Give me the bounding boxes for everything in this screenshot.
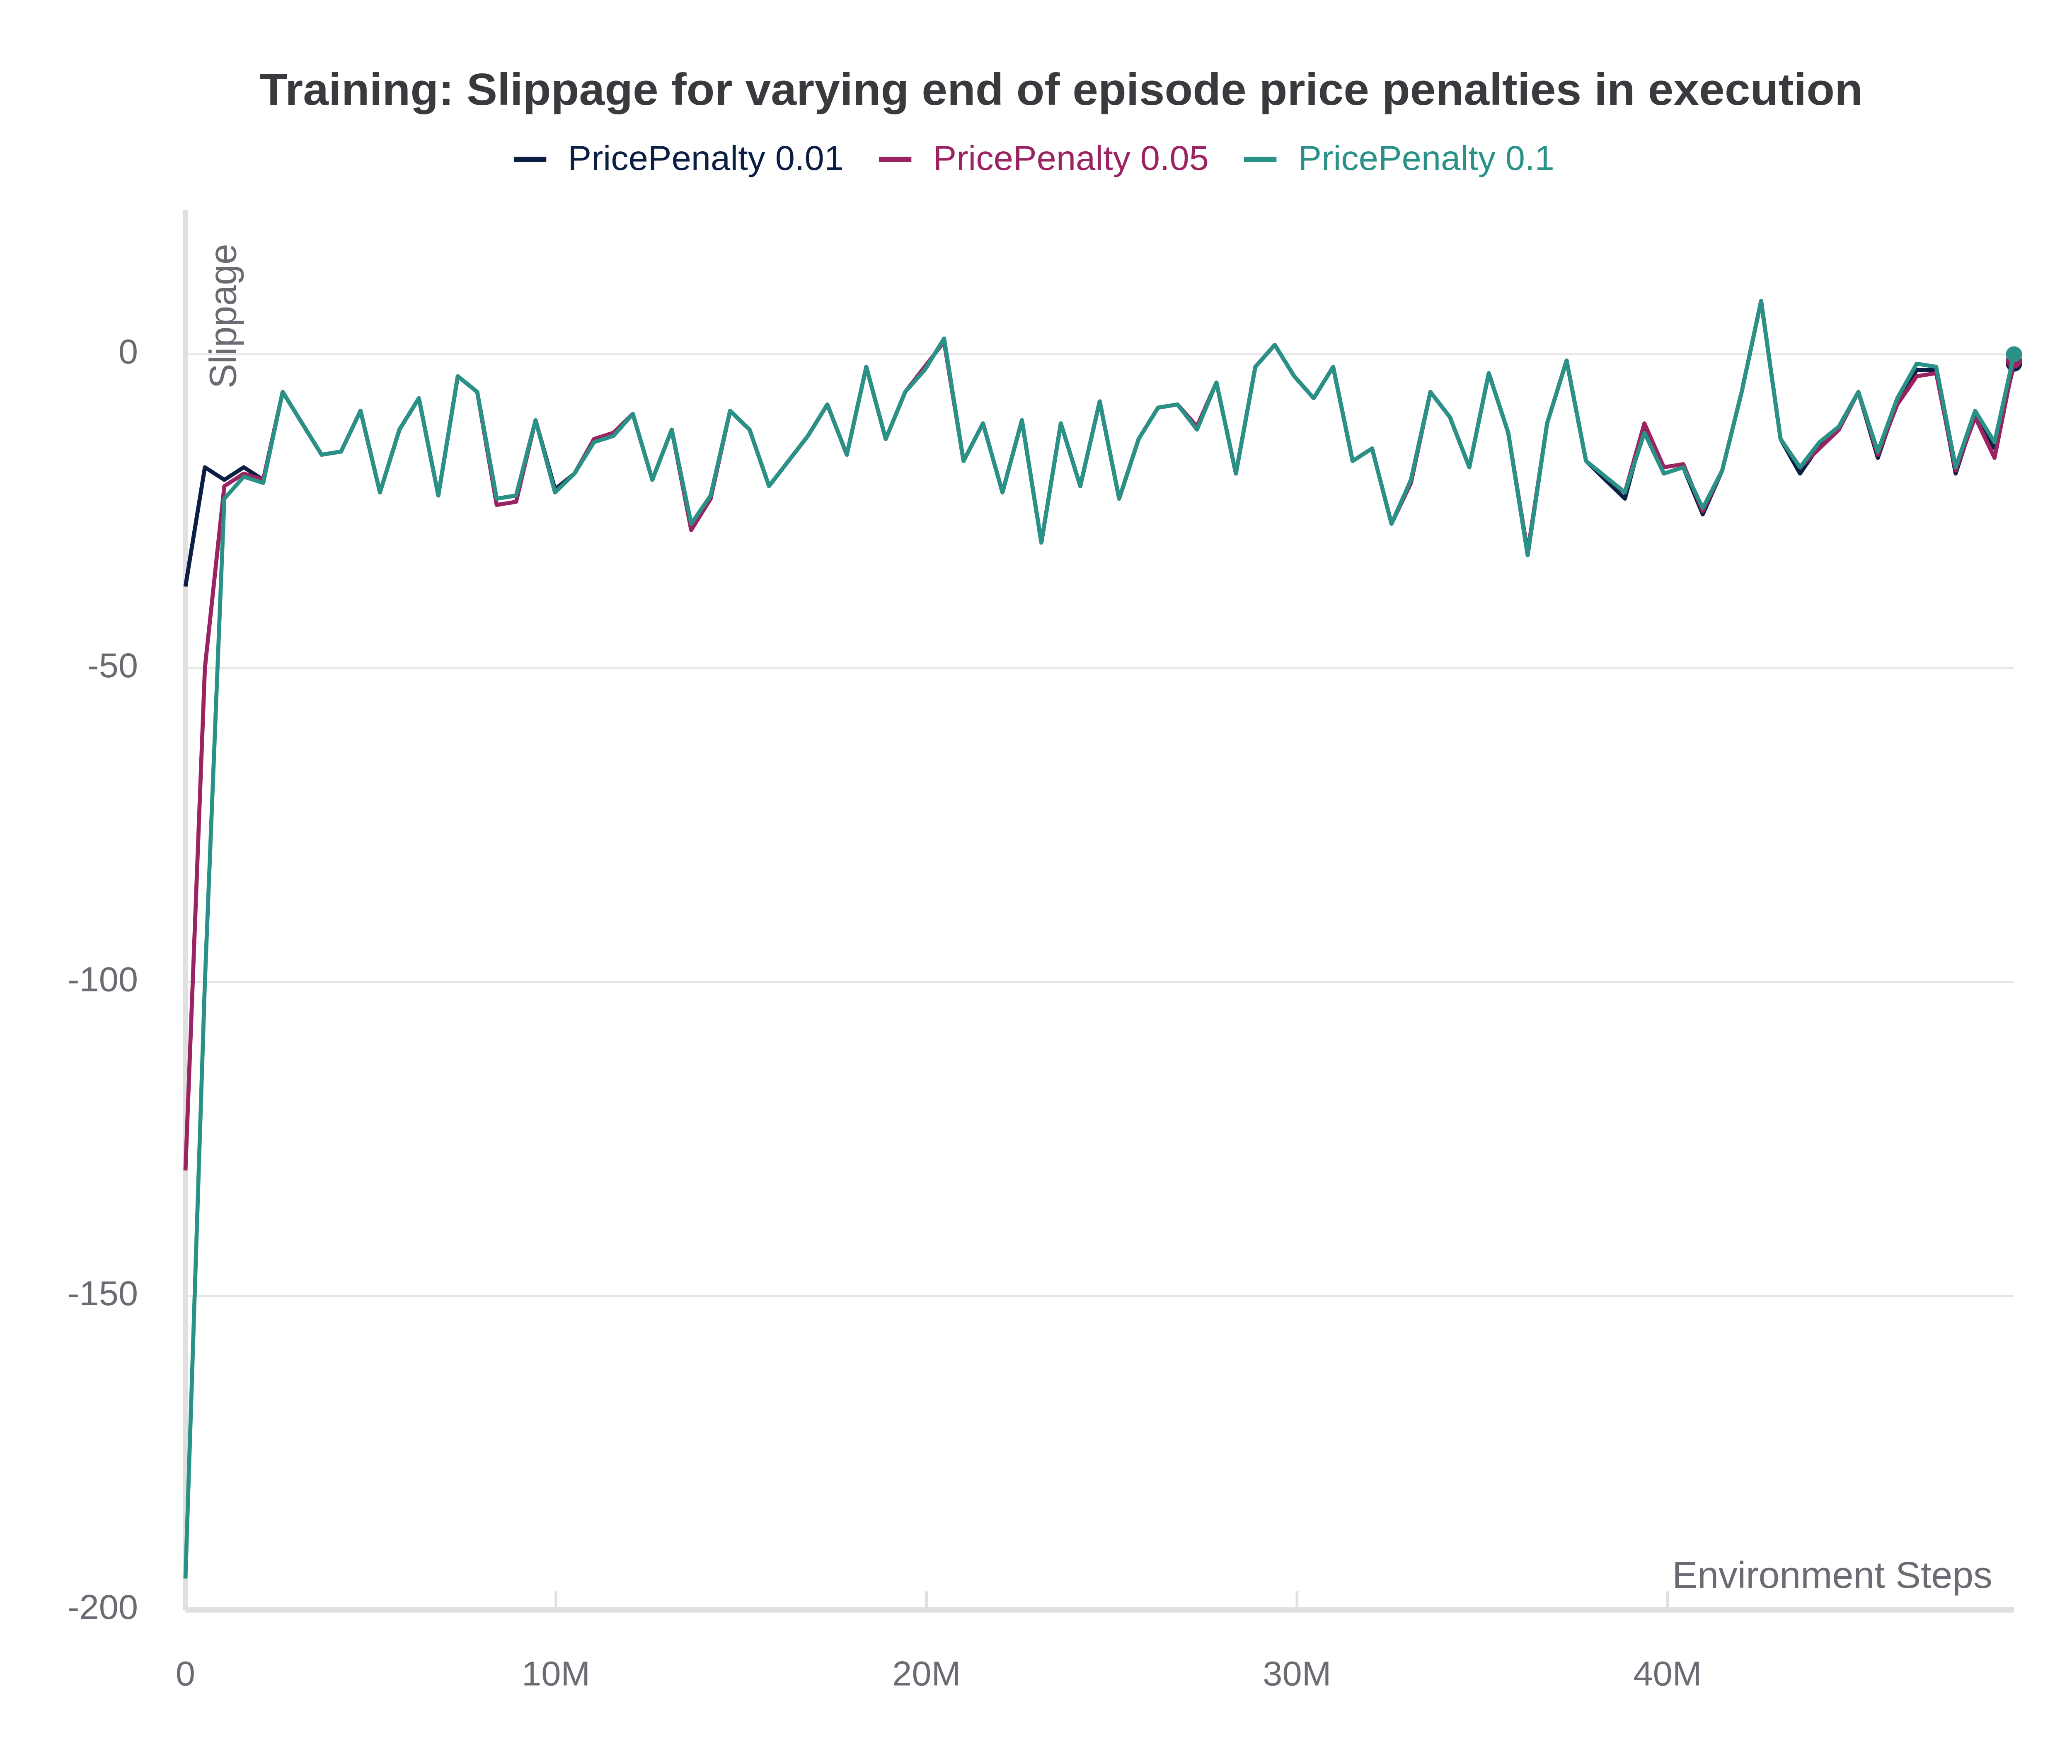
legend-item: PricePenalty 0.1 (1244, 139, 1554, 177)
y-tick-label: 0 (119, 332, 138, 371)
x-tick-label: 20M (892, 1654, 961, 1693)
y-tick-label: -100 (68, 960, 138, 998)
series-line (183, 299, 2016, 1171)
chart-title: Training: Slippage for varying end of ep… (259, 64, 1863, 115)
x-tick-label: 0 (176, 1654, 195, 1693)
x-tick-label: 40M (1633, 1654, 1702, 1693)
legend-item: PricePenalty 0.05 (879, 139, 1209, 177)
x-tick-label: 10M (522, 1654, 590, 1693)
series-line (183, 299, 2016, 1579)
x-axis-label: Environment Steps (1672, 1555, 1992, 1596)
legend-item: PricePenalty 0.01 (513, 139, 844, 177)
x-tick-label: 30M (1263, 1654, 1331, 1693)
legend: PricePenalty 0.01 PricePenalty 0.05 PriceP… (513, 139, 1554, 177)
legend-label: PricePenalty 0.01 (568, 139, 844, 177)
end-dot (2006, 346, 2022, 362)
y-tick-label: -50 (87, 646, 138, 685)
y-axis-label: Slippage (202, 244, 244, 388)
y-tick-label: -200 (68, 1588, 138, 1626)
series-line (183, 299, 2016, 587)
legend-label: PricePenalty 0.05 (933, 139, 1209, 177)
legend-label: PricePenalty 0.1 (1298, 139, 1554, 177)
y-tick-label: -150 (68, 1274, 138, 1313)
